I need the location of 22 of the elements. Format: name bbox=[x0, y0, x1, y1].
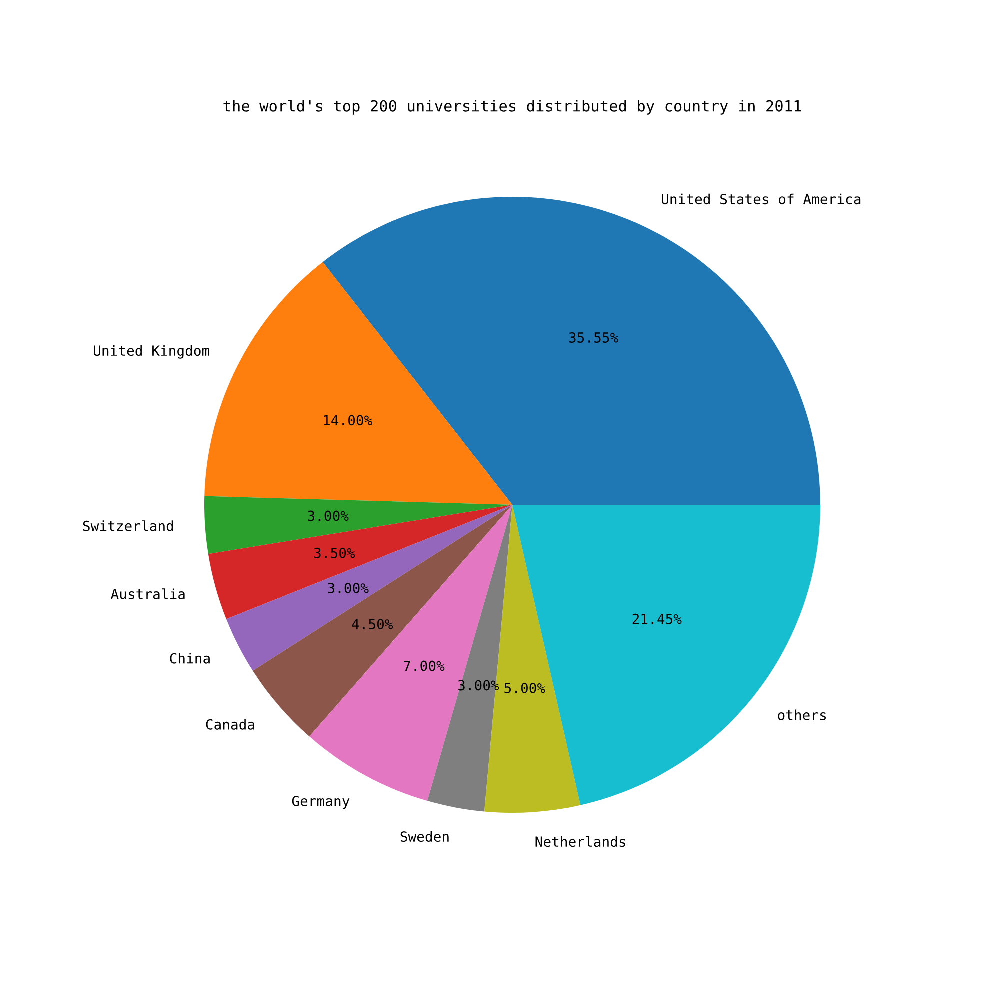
data-label: 14.00% bbox=[324, 415, 372, 426]
slice-label: United Kingdom bbox=[94, 345, 210, 359]
data-label: 5.00% bbox=[504, 682, 546, 694]
data-label: 21.45% bbox=[632, 614, 682, 624]
slice-label: Australia bbox=[110, 588, 185, 600]
data-label: 7.00% bbox=[404, 660, 445, 672]
pie-slice bbox=[208, 505, 512, 620]
slice-label: others bbox=[778, 710, 826, 720]
slice-label: Germany bbox=[292, 796, 350, 810]
data-label: 3.50% bbox=[314, 548, 356, 558]
data-label: 3.00% bbox=[328, 582, 369, 594]
slice-label: Canada bbox=[206, 719, 254, 730]
data-label: 35.55% bbox=[569, 332, 618, 343]
data-label: 3.00% bbox=[308, 510, 349, 522]
slice-label: Sweden bbox=[400, 831, 449, 842]
slice-label: Switzerland bbox=[83, 520, 174, 532]
slice-label: China bbox=[170, 653, 210, 664]
data-label: 4.50% bbox=[352, 619, 394, 630]
chart-title: the world's top 200 universities distributed by country in 2011 bbox=[224, 100, 802, 115]
pie-slice bbox=[226, 505, 512, 671]
slice-label: United States of America bbox=[662, 194, 861, 205]
slice-label: Netherlands bbox=[536, 836, 626, 848]
